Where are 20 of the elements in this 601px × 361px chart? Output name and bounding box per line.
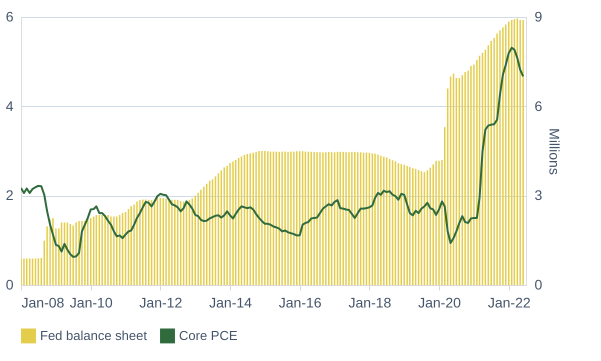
y-tick-label: 4 xyxy=(6,98,14,114)
x-tick-label: Jan-18 xyxy=(348,294,392,310)
y2-tick-label: 3 xyxy=(534,187,542,204)
y-tick-label: 6 xyxy=(6,8,14,24)
y-tick-label: 0 xyxy=(6,276,14,292)
legend-label: Core PCE xyxy=(179,328,238,343)
legend-label: Fed balance sheet xyxy=(40,328,148,343)
x-tick-label: Jan-20 xyxy=(418,294,462,310)
y2-tick-label: 6 xyxy=(534,98,542,114)
y2-axis-title: Millions xyxy=(546,128,562,175)
x-tick-label: Jan-22 xyxy=(488,294,531,310)
x-tick-label: Jan-08 xyxy=(22,294,65,310)
x-tick-label: Jan-10 xyxy=(70,294,113,310)
x-tick-label: Jan-14 xyxy=(209,294,252,310)
y-tick-label: 2 xyxy=(6,187,14,204)
x-tick-label: Jan-12 xyxy=(139,294,182,310)
line-series xyxy=(21,46,524,258)
y2-tick-label: 0 xyxy=(534,276,542,292)
y2-tick-label: 9 xyxy=(534,8,542,24)
x-tick-label: Jan-16 xyxy=(278,294,322,310)
